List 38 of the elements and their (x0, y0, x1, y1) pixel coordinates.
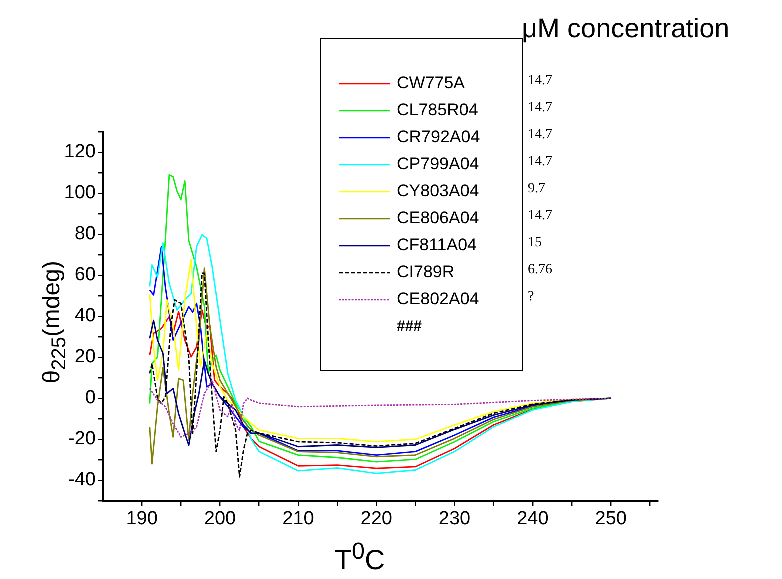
annotation: 6.76 (528, 262, 552, 278)
x-tick-label: 190 (126, 508, 158, 530)
x-tick-label: 230 (438, 508, 471, 530)
legend-label: CR792A04 (397, 128, 480, 147)
line-series (149, 380, 612, 438)
legend-label: CE802A04 (397, 290, 480, 309)
legend-label: CI789R (397, 262, 455, 282)
x-tick-label: 200 (204, 508, 236, 530)
x-axis-title: T$^{0}$C (334, 538, 386, 576)
y-tick-label: 100 (64, 182, 96, 204)
text: 14.7 (528, 74, 552, 89)
x-tick-label: 210 (282, 508, 314, 530)
y-tick-label: 120 (64, 142, 96, 163)
text: μM concentration (522, 13, 730, 44)
annotation: 9.7 (528, 182, 546, 197)
x-tick-label: 240 (517, 508, 549, 530)
legend-label: CF811A04 (397, 236, 478, 255)
legend-label: CE806A04 (397, 208, 480, 228)
y-tick-label: 20 (74, 346, 96, 368)
annotation: 14.7 (528, 208, 552, 224)
y-tick-label: 80 (74, 224, 96, 245)
y-tick-label: 0 (85, 388, 96, 409)
legend-label: CL785R04 (397, 100, 478, 120)
x-tick-label: 250 (595, 508, 627, 530)
annotation: 14.7 (528, 128, 552, 143)
legend-label: CP799A04 (397, 154, 480, 174)
annotation: ? (528, 290, 534, 305)
x-tick-label: 220 (360, 508, 392, 530)
y-tick-label: 60 (74, 264, 96, 286)
annotation: 15 (528, 236, 542, 251)
text: 14.7 (528, 100, 552, 116)
annotation: 14.7 (528, 154, 552, 170)
y-tick-label: -20 (68, 428, 96, 450)
y-tick-label: 40 (74, 306, 96, 327)
legend-label: CW775A (397, 74, 466, 93)
annotation: ### (397, 318, 423, 336)
y-tick-label: -40 (68, 470, 96, 491)
legend-label: CY803A04 (397, 182, 480, 201)
